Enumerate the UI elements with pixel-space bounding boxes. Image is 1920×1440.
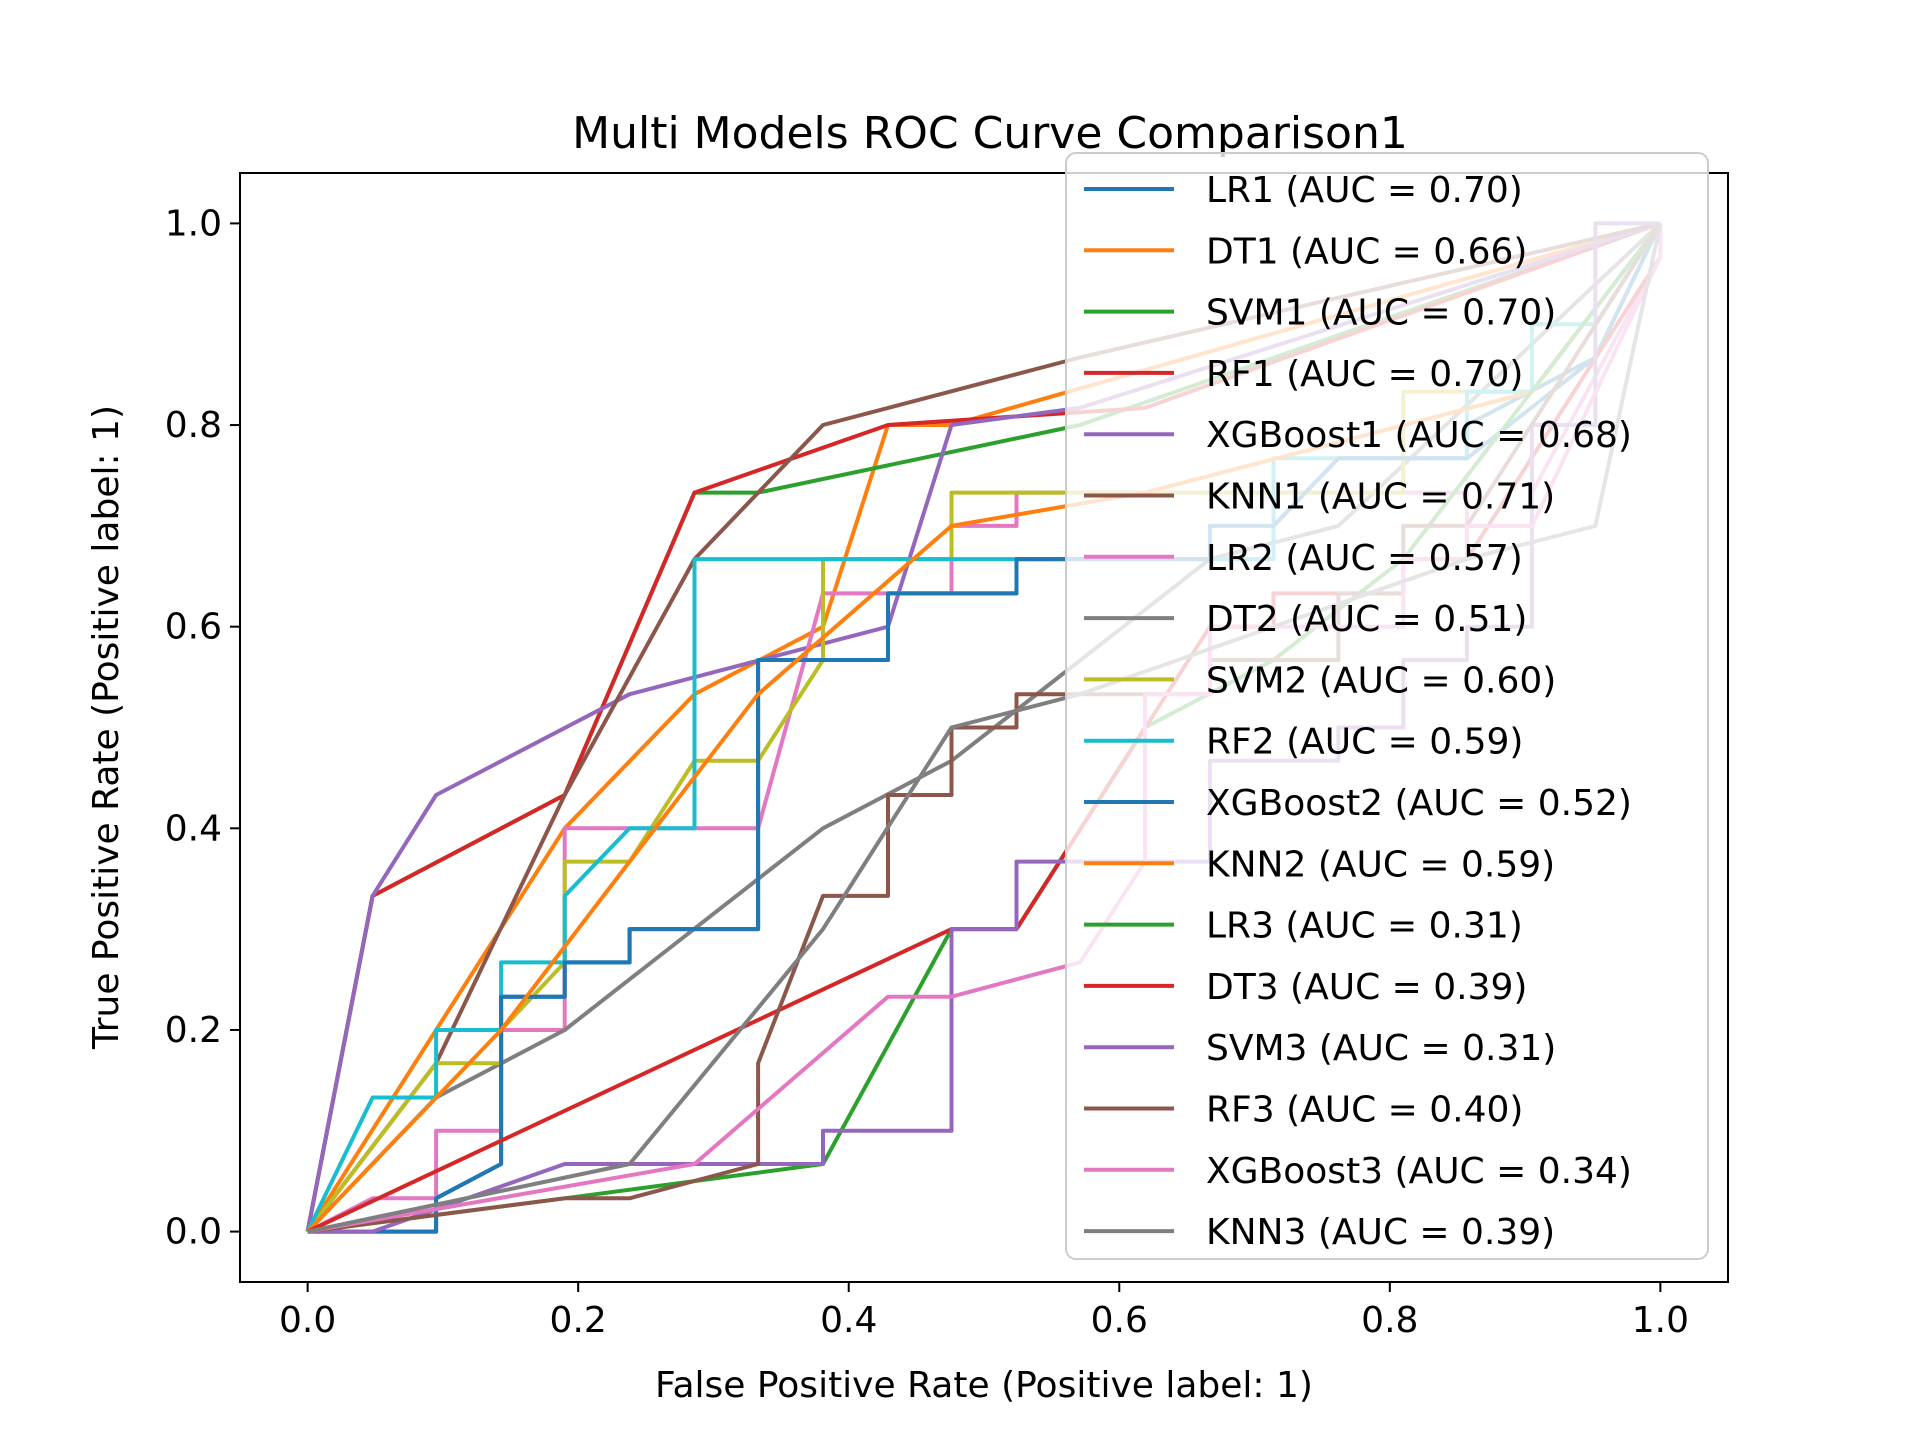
legend-label: LR2 (AUC = 0.57): [1206, 538, 1523, 579]
y-tick-label: 1.0: [165, 203, 222, 244]
legend-label: XGBoost1 (AUC = 0.68): [1206, 415, 1632, 456]
legend-label: RF3 (AUC = 0.40): [1206, 1090, 1523, 1131]
x-axis-ticks: 0.0 0.2 0.4 0.6 0.8 1.0: [279, 1282, 1689, 1341]
y-tick-label: 0.2: [165, 1010, 222, 1051]
legend-label: SVM1 (AUC = 0.70): [1206, 293, 1556, 334]
legend-label: LR3 (AUC = 0.31): [1206, 906, 1523, 947]
x-tick-label: 0.6: [1091, 1300, 1148, 1341]
x-tick-label: 0.2: [550, 1300, 607, 1341]
y-axis-ticks: 0.0 0.2 0.4 0.6 0.8 1.0: [165, 203, 240, 1253]
y-axis-label: True Positive Rate (Positive label: 1): [86, 405, 127, 1050]
y-tick-label: 0.4: [165, 808, 222, 849]
legend-label: XGBoost3 (AUC = 0.34): [1206, 1151, 1632, 1192]
legend-box: [1065, 152, 1709, 1260]
x-tick-label: 0.4: [820, 1300, 877, 1341]
chart-title: Multi Models ROC Curve Comparison1: [572, 108, 1408, 159]
y-tick-label: 0.8: [165, 405, 222, 446]
x-tick-label: 0.0: [279, 1300, 336, 1341]
plot-frame: [239, 172, 1729, 1283]
legend-label: SVM2 (AUC = 0.60): [1206, 660, 1556, 701]
legend-label: RF1 (AUC = 0.70): [1206, 354, 1523, 395]
legend-label: KNN2 (AUC = 0.59): [1206, 844, 1555, 885]
legend-label: SVM3 (AUC = 0.31): [1206, 1028, 1556, 1069]
x-tick-label: 1.0: [1632, 1300, 1689, 1341]
legend: LR1 (AUC = 0.70) DT1 (AUC = 0.66) SVM1 (AU…: [1065, 152, 1709, 1260]
legend-label: DT2 (AUC = 0.51): [1206, 599, 1527, 640]
legend-label: RF2 (AUC = 0.59): [1206, 722, 1523, 763]
legend-label: XGBoost2 (AUC = 0.52): [1206, 783, 1632, 824]
y-tick-label: 0.0: [165, 1212, 222, 1253]
legend-label: LR1 (AUC = 0.70): [1206, 170, 1523, 211]
y-tick-label: 0.6: [165, 607, 222, 648]
legend-label: DT3 (AUC = 0.39): [1206, 967, 1527, 1008]
x-axis-label: False Positive Rate (Positive label: 1): [655, 1365, 1313, 1406]
legend-label: DT1 (AUC = 0.66): [1206, 231, 1527, 272]
legend-label: KNN3 (AUC = 0.39): [1206, 1212, 1555, 1253]
legend-label: KNN1 (AUC = 0.71): [1206, 477, 1555, 518]
x-tick-label: 0.8: [1361, 1300, 1418, 1341]
